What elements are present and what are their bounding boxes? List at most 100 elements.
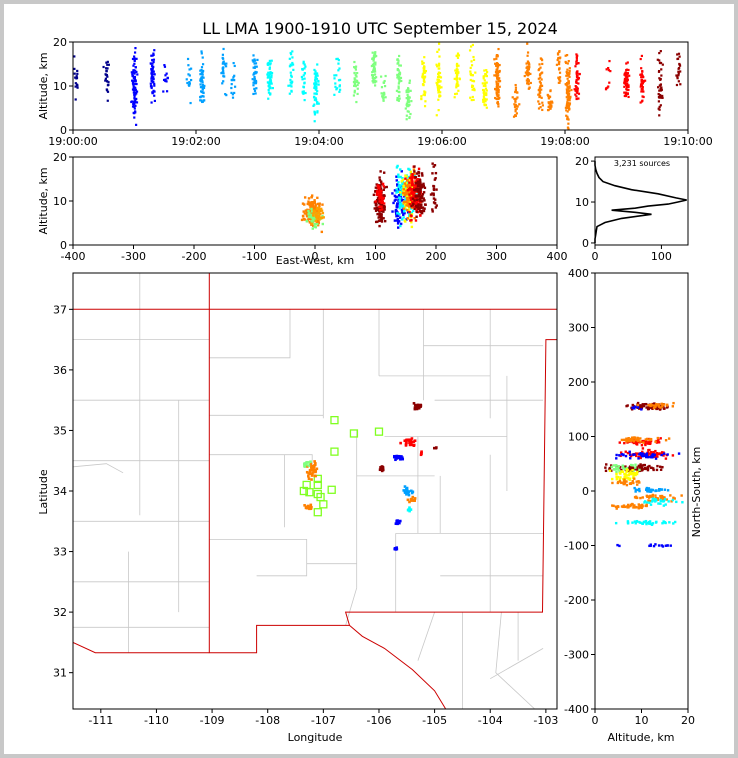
source-point xyxy=(417,170,420,174)
source-point xyxy=(615,478,619,481)
source-point xyxy=(303,63,306,66)
source-point xyxy=(625,62,628,65)
source-point xyxy=(381,199,384,202)
source-point xyxy=(628,478,631,482)
source-point xyxy=(316,63,319,66)
source-point xyxy=(133,93,136,96)
source-point xyxy=(149,62,152,65)
source-point xyxy=(380,213,383,216)
source-point xyxy=(625,483,629,487)
source-point xyxy=(394,198,397,201)
source-point xyxy=(437,48,441,51)
source-point xyxy=(416,188,419,192)
source-point xyxy=(678,64,682,67)
source-point xyxy=(485,81,488,84)
source-point xyxy=(199,86,203,89)
source-point xyxy=(313,201,316,204)
source-point xyxy=(380,205,383,209)
source-point xyxy=(526,77,529,81)
source-point xyxy=(413,165,416,168)
source-point xyxy=(379,208,382,212)
source-point xyxy=(153,99,156,103)
source-point xyxy=(397,198,400,202)
source-point xyxy=(402,188,406,191)
source-point xyxy=(134,104,137,107)
source-point xyxy=(566,117,569,120)
source-point xyxy=(150,77,153,80)
source-point xyxy=(434,198,437,201)
source-point xyxy=(631,464,634,467)
source-point xyxy=(409,508,413,511)
source-point xyxy=(379,170,382,173)
source-point xyxy=(271,86,274,90)
source-point xyxy=(634,452,638,455)
source-point xyxy=(381,96,385,99)
source-point xyxy=(414,200,418,203)
county-border xyxy=(209,454,313,473)
source-point xyxy=(414,176,418,179)
source-point xyxy=(646,407,650,411)
altitude-histogram-x-tick-label: 100 xyxy=(651,250,672,263)
source-point xyxy=(676,53,679,56)
source-point xyxy=(657,544,661,547)
source-point xyxy=(420,97,423,100)
source-point xyxy=(472,55,475,59)
source-point xyxy=(659,494,662,498)
source-point xyxy=(402,206,405,209)
source-point xyxy=(410,491,414,495)
source-point xyxy=(497,91,500,94)
source-point xyxy=(201,75,204,78)
source-point xyxy=(657,404,661,407)
plan-view-y-tick-label: 36 xyxy=(53,364,67,377)
source-point xyxy=(657,502,660,505)
source-point xyxy=(457,71,460,74)
source-point xyxy=(75,75,78,78)
source-point xyxy=(648,544,651,548)
source-point xyxy=(671,454,675,457)
source-point xyxy=(405,493,408,496)
source-point xyxy=(657,405,661,408)
source-point xyxy=(131,88,135,91)
source-point xyxy=(307,477,311,481)
source-point xyxy=(539,73,542,76)
source-point xyxy=(665,404,669,407)
source-point xyxy=(411,498,415,502)
source-point xyxy=(541,101,544,104)
source-point xyxy=(610,469,613,472)
source-point xyxy=(303,504,306,507)
source-point xyxy=(422,61,425,65)
source-point xyxy=(380,86,384,89)
source-point xyxy=(380,208,384,211)
source-point xyxy=(256,58,259,62)
source-point xyxy=(376,184,380,188)
lma-station-marker xyxy=(330,447,339,456)
source-point xyxy=(374,200,377,203)
source-point xyxy=(337,59,340,62)
source-point xyxy=(641,95,644,98)
source-point xyxy=(353,60,356,64)
source-point xyxy=(623,441,626,445)
source-point xyxy=(558,71,562,74)
source-point xyxy=(625,440,628,443)
source-point xyxy=(641,403,644,406)
source-point xyxy=(373,81,377,84)
source-point xyxy=(135,92,138,95)
source-point xyxy=(356,87,359,90)
source-point xyxy=(660,451,664,454)
lma-station-marker xyxy=(313,480,322,490)
source-point xyxy=(308,217,312,220)
source-point xyxy=(663,452,666,455)
source-point xyxy=(75,77,78,80)
source-point xyxy=(405,486,409,490)
source-point xyxy=(652,544,656,548)
source-point xyxy=(472,98,475,102)
source-point xyxy=(573,88,576,91)
source-point xyxy=(382,185,385,188)
source-point xyxy=(495,64,498,67)
source-point xyxy=(378,200,381,203)
source-point xyxy=(403,490,407,494)
source-point xyxy=(565,109,568,112)
source-point xyxy=(307,461,311,464)
source-point xyxy=(631,406,634,410)
source-point xyxy=(417,193,421,197)
